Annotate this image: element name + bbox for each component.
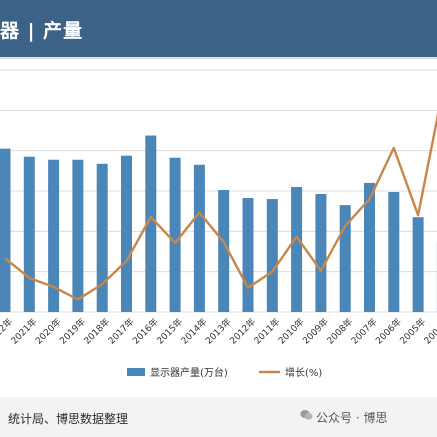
- bar-2019年: [72, 159, 84, 312]
- x-tick-2021年: 2021年: [8, 316, 39, 347]
- bar-2012年: [242, 198, 254, 312]
- x-tick-2013年: 2013年: [203, 316, 234, 347]
- legend-bar-swatch: [127, 368, 145, 376]
- bar-2007年: [364, 182, 375, 312]
- footer: 统计局、博思数据整理 公众号 · 博思: [0, 397, 437, 437]
- chart-header: 器 | 产量: [0, 0, 437, 57]
- bar-2009年: [315, 194, 327, 312]
- x-tick-2009年: 2009年: [300, 316, 331, 347]
- legend-line-label: 增长(%): [285, 366, 322, 379]
- x-tick-2020年: 2020年: [33, 316, 64, 347]
- legend-bar-label: 显示器产量(万台): [150, 366, 228, 379]
- x-tick-2014年: 2014年: [178, 316, 209, 347]
- x-tick-2012年: 2012年: [227, 316, 258, 347]
- bar-2015年: [169, 157, 181, 312]
- bar-2013年: [218, 189, 230, 312]
- bar-2017年: [121, 155, 132, 312]
- bar-2022年: [0, 148, 11, 312]
- x-tick-2017年: 2017年: [106, 316, 137, 347]
- x-tick-2011年: 2011年: [251, 316, 282, 347]
- bar-2018年: [96, 163, 108, 312]
- x-tick-2018年: 2018年: [81, 316, 112, 347]
- bar-2016年: [145, 135, 157, 312]
- bar-2006年: [388, 192, 400, 312]
- x-tick-2015年: 2015年: [154, 316, 185, 347]
- bar-2011年: [266, 199, 278, 312]
- bar-2014年: [193, 164, 205, 312]
- bar-2021年: [23, 156, 35, 312]
- chart-title: 器 | 产量: [0, 20, 84, 42]
- x-tick-2006年: 2006年: [373, 316, 404, 347]
- x-tick-2008年: 2008年: [324, 316, 355, 347]
- bar-2010年: [291, 186, 303, 312]
- x-tick-2019年: 2019年: [57, 316, 88, 347]
- chart-canvas: 2022年2021年2020年2019年2018年2017年2016年2015年…: [0, 69, 437, 379]
- data-source: 统计局、博思数据整理: [8, 412, 129, 426]
- bar-2005年: [412, 217, 424, 312]
- wechat-icon: [300, 410, 313, 420]
- x-tick-2010年: 2010年: [276, 316, 307, 347]
- bar-2020年: [48, 159, 60, 312]
- bar-2008年: [339, 205, 351, 312]
- x-tick-2016年: 2016年: [130, 316, 161, 347]
- x-tick-2005年: 2005年: [397, 316, 428, 347]
- x-tick-2007年: 2007年: [349, 316, 380, 347]
- account-name: 公众号 · 博思: [316, 411, 388, 425]
- header-divider: [0, 57, 437, 59]
